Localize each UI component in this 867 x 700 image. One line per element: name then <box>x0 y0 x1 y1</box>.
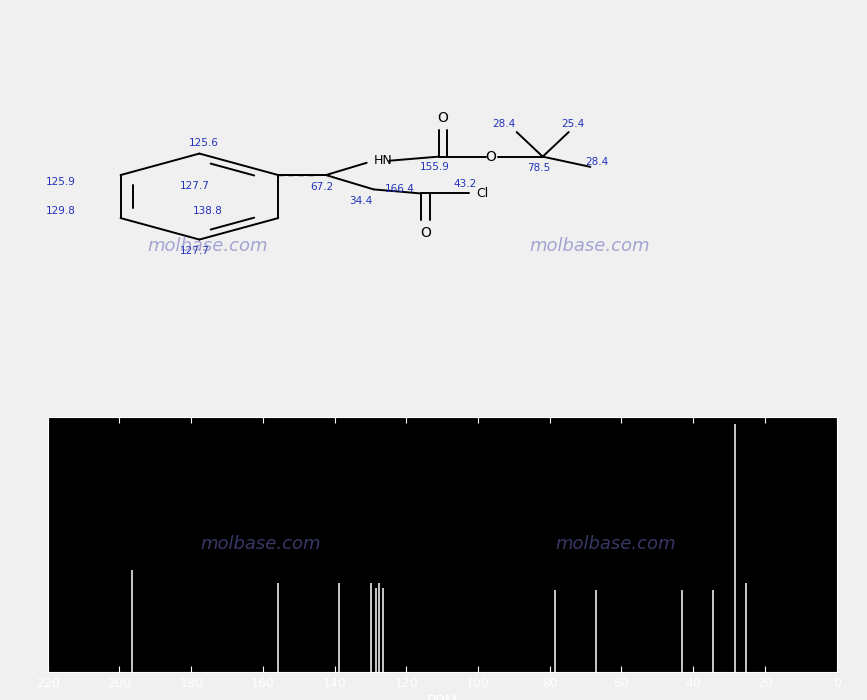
Text: 125.6: 125.6 <box>189 139 218 148</box>
Text: 127.7: 127.7 <box>180 246 210 256</box>
Text: 28.4: 28.4 <box>585 157 608 167</box>
Text: 125.9: 125.9 <box>46 177 75 187</box>
Text: O: O <box>486 150 496 164</box>
Text: 166.4: 166.4 <box>385 183 414 194</box>
Text: 67.2: 67.2 <box>310 181 333 192</box>
X-axis label: PPM: PPM <box>427 695 458 700</box>
Text: 155.9: 155.9 <box>420 162 449 172</box>
Text: 78.5: 78.5 <box>527 163 550 173</box>
Text: molbase.com: molbase.com <box>530 237 649 255</box>
Text: HN: HN <box>374 154 393 167</box>
Text: 43.2: 43.2 <box>453 179 476 190</box>
Text: molbase.com: molbase.com <box>200 536 321 553</box>
Text: 25.4: 25.4 <box>562 119 584 129</box>
Text: molbase.com: molbase.com <box>148 237 268 255</box>
Text: molbase.com: molbase.com <box>556 536 676 553</box>
Text: O: O <box>420 226 431 240</box>
Text: O: O <box>438 111 448 125</box>
Text: 127.7: 127.7 <box>180 181 210 191</box>
Text: 138.8: 138.8 <box>193 206 223 216</box>
Text: 129.8: 129.8 <box>46 206 75 216</box>
Text: 28.4: 28.4 <box>492 119 515 129</box>
Text: Cl: Cl <box>476 187 488 200</box>
Text: 34.4: 34.4 <box>349 196 372 206</box>
